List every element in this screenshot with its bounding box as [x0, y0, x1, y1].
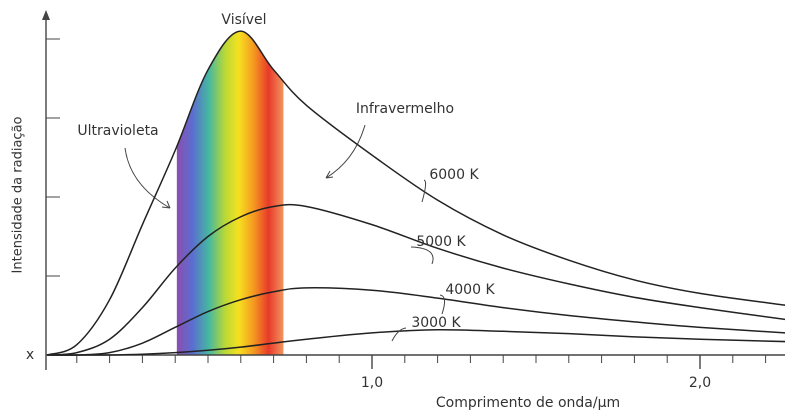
y-axis-arrow: [42, 10, 50, 20]
series-label: 3000 K: [411, 315, 461, 331]
series-label: 5000 K: [416, 234, 466, 250]
line-series: [47, 330, 785, 355]
series-label: 4000 K: [445, 282, 495, 298]
series-label: 6000 K: [429, 167, 479, 183]
y-axis-label: Intensidade da radiação: [11, 116, 26, 273]
visible-label: Visível: [221, 12, 266, 28]
line-series: [47, 31, 785, 355]
x-tick-label: 1,0: [361, 375, 383, 391]
chart: Intensidade da radiação Comprimento de o…: [0, 0, 785, 411]
line-series: [47, 205, 785, 355]
annotation-arrow: [326, 125, 365, 178]
uv-label: Ultravioleta: [77, 123, 158, 139]
visible-band: [177, 0, 284, 355]
ir-label: Infravermelho: [356, 101, 454, 117]
x-tick-label: 2,0: [689, 375, 711, 391]
origin-label: x: [26, 347, 34, 363]
label-arrow: [392, 328, 406, 341]
x-axis-label: Comprimento de onda/µm: [436, 395, 620, 411]
